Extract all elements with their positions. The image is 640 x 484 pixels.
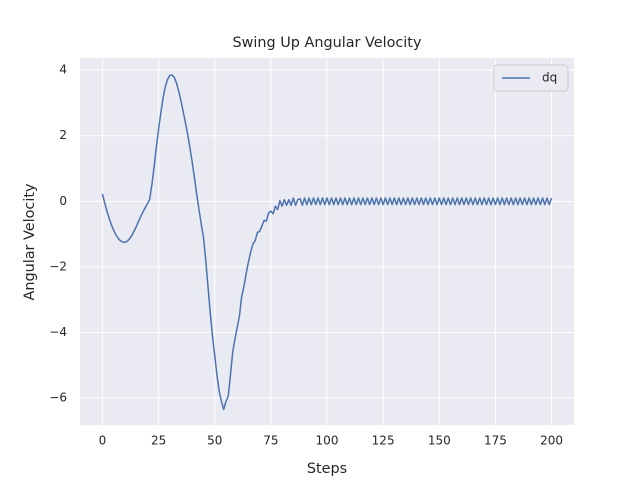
x-tick-label: 75 xyxy=(263,434,278,448)
x-tick-label: 125 xyxy=(372,434,395,448)
x-tick-label: 25 xyxy=(151,434,166,448)
data-line xyxy=(101,74,553,411)
y-tick-label: −4 xyxy=(49,325,67,339)
x-tick-label: 50 xyxy=(207,434,222,448)
y-tick-label: 2 xyxy=(59,128,67,142)
x-tick-label: 0 xyxy=(99,434,107,448)
x-tick-label: 150 xyxy=(428,434,451,448)
x-axis-label: Steps xyxy=(307,461,347,477)
y-tick-label: −2 xyxy=(49,259,67,273)
y-tick-label: 4 xyxy=(59,63,67,77)
chart-title: Swing Up Angular Velocity xyxy=(233,35,422,51)
y-tick-label: 0 xyxy=(59,194,67,208)
x-tick-label: 100 xyxy=(316,434,339,448)
legend-box xyxy=(493,64,569,92)
x-tick-label: 200 xyxy=(540,434,563,448)
legend-label: dq xyxy=(542,71,557,85)
x-tick-label: 175 xyxy=(484,434,507,448)
y-tick-label: −6 xyxy=(49,391,67,405)
y-axis-label: Angular Velocity xyxy=(22,183,38,300)
